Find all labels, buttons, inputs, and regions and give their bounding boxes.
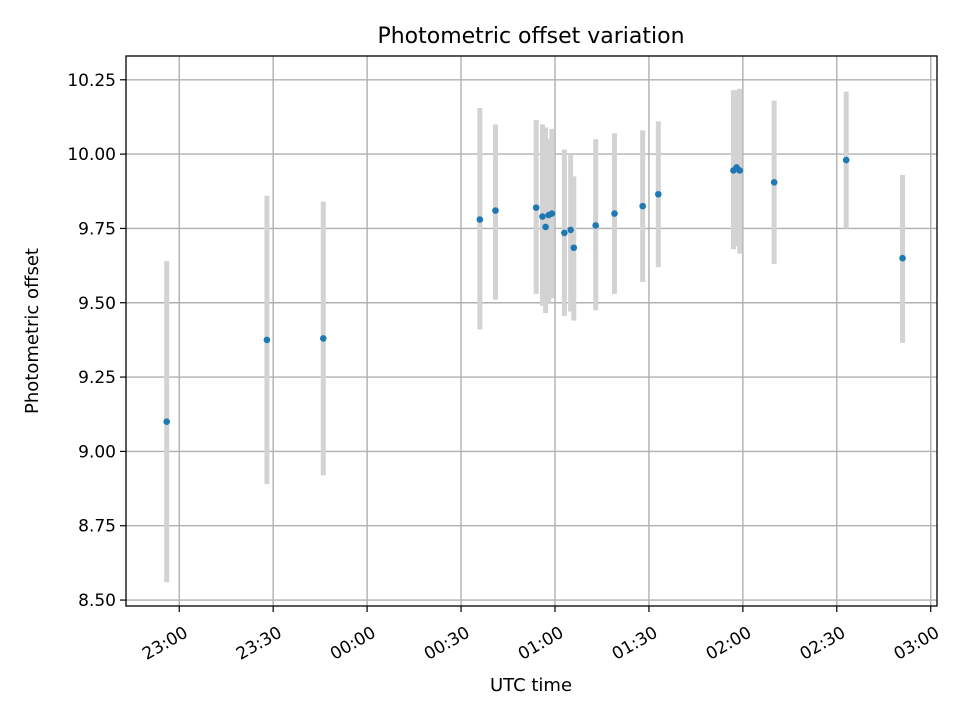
data-point [592,222,599,229]
data-point [263,336,271,344]
x-axis-label: UTC time [490,675,572,696]
data-point [539,213,546,220]
data-point [899,254,906,262]
y-tick-label: 10.00 [67,145,116,165]
grid-lines [126,56,937,606]
data-point [532,204,540,211]
y-axis-label: Photometric offset [22,248,43,414]
axes-frame [125,55,938,607]
y-tick-label: 9.75 [78,219,116,239]
data-point [319,335,327,342]
chart-title: Photometric offset variation [377,24,684,49]
data-point [561,229,568,237]
data-point [655,190,662,198]
data-point [639,202,646,210]
data-points [163,156,906,425]
y-tick-label: 9.25 [78,368,116,388]
data-point [492,207,499,214]
y-tick-label: 10.25 [67,71,116,91]
data-point [842,156,850,164]
data-point [163,418,171,425]
y-tick-label: 8.50 [78,591,116,611]
y-tick-label: 9.00 [78,442,116,462]
data-point [736,167,744,174]
y-tick-label: 8.75 [78,517,116,537]
data-point [548,210,556,217]
data-point [611,210,618,217]
data-point [567,226,574,234]
y-tick-label: 9.50 [78,294,116,314]
data-point [570,244,578,252]
data-point [770,179,778,186]
data-point [476,216,484,223]
data-point [542,223,549,231]
